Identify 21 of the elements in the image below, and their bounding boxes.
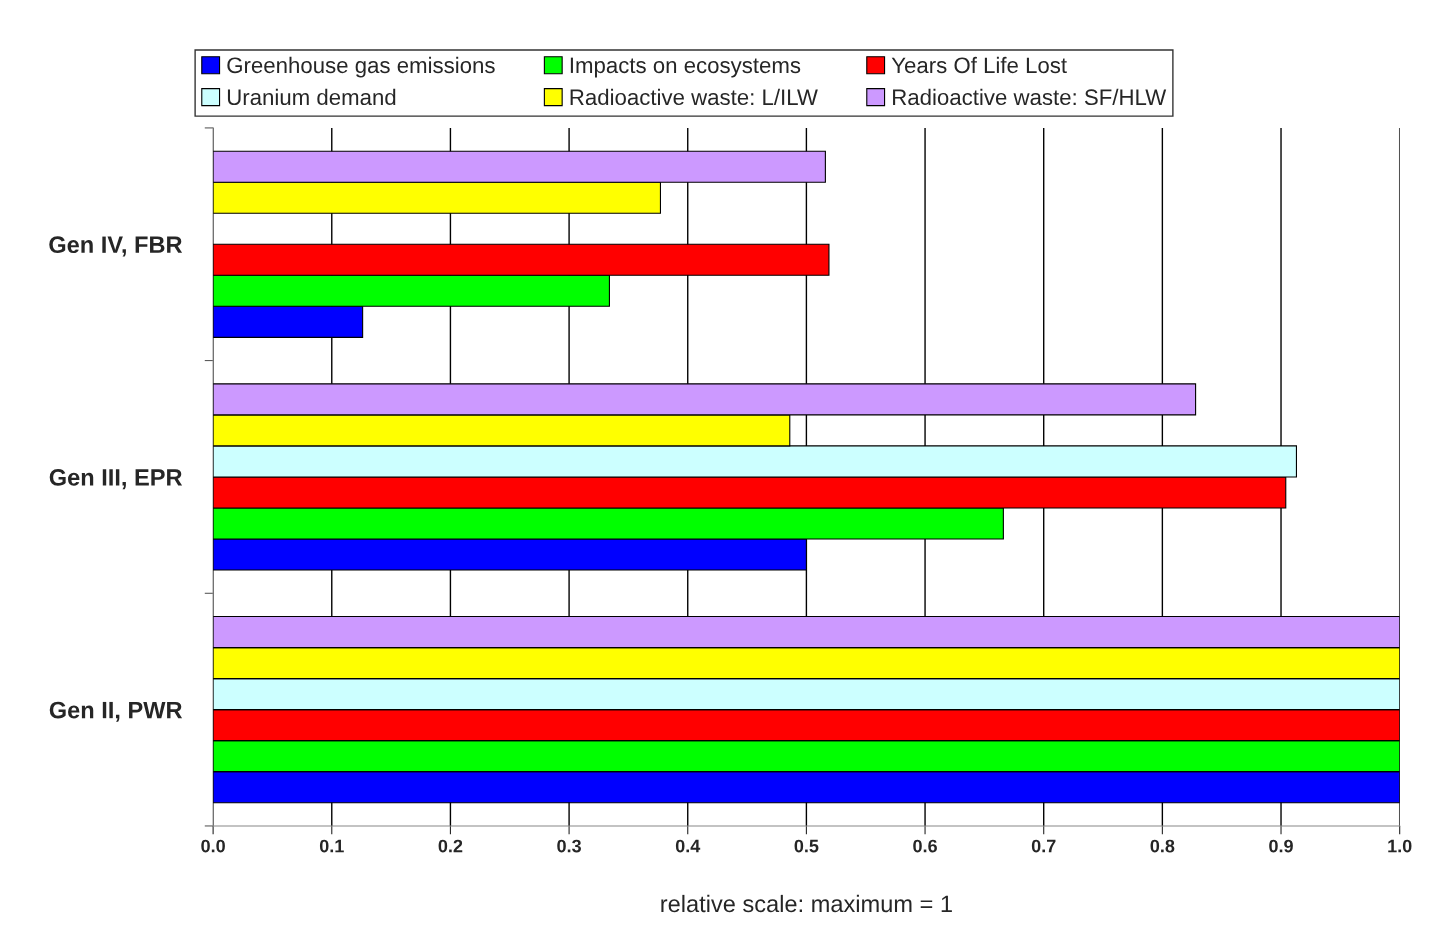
- x-axis-title: relative scale: maximum = 1: [661, 894, 952, 913]
- x-tick-label: 0.9: [1269, 839, 1293, 853]
- y-tick-label: Gen IV, FBR: [49, 236, 183, 257]
- legend-label: Radioactive waste: L/ILW: [570, 88, 818, 106]
- x-tick-label: 0.0: [201, 839, 225, 853]
- legend-label: Uranium demand: [227, 88, 396, 106]
- x-tick-label: 0.5: [794, 839, 819, 853]
- legend-label: Years Of Life Lost: [891, 56, 1067, 74]
- x-tick-label: 1.0: [1388, 839, 1412, 853]
- legend-label: Impacts on ecosystems: [570, 57, 801, 78]
- x-tick-label: 0.6: [913, 839, 937, 853]
- legend-label: Radioactive waste: SF/HLW: [893, 88, 1167, 106]
- x-tick-label: 0.7: [1031, 839, 1056, 853]
- legend-label: Greenhouse gas emissions: [227, 56, 495, 78]
- x-tick-label: 0.3: [557, 839, 581, 853]
- x-tick-label: 0.1: [319, 839, 344, 853]
- x-tick-label: 0.8: [1150, 839, 1175, 853]
- x-tick-label: 0.4: [675, 839, 701, 853]
- y-tick-label: Gen III, EPR: [49, 469, 183, 490]
- x-tick-label: 0.2: [438, 839, 463, 853]
- y-tick-label: Gen II, PWR: [49, 701, 183, 722]
